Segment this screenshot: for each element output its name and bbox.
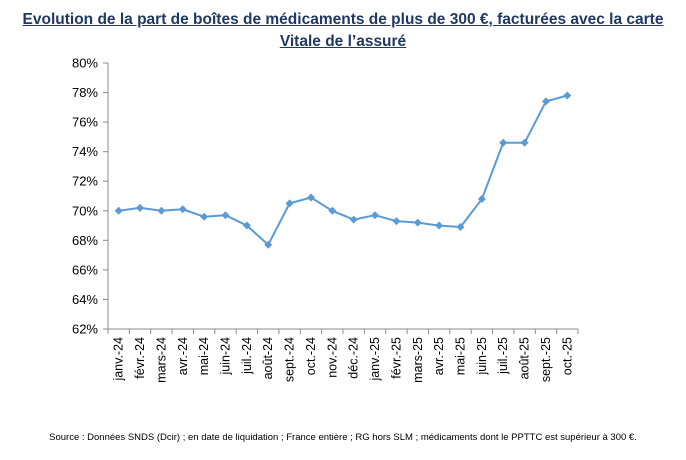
chart-title: Evolution de la part de boîtes de médica… — [0, 9, 686, 53]
data-point-marker — [371, 211, 380, 220]
y-tick-label: 80% — [72, 56, 98, 71]
data-point-marker — [563, 91, 572, 100]
x-tick-label: janv.-25 — [368, 337, 382, 382]
y-tick-label: 62% — [72, 322, 98, 337]
x-tick-label: juin-24 — [219, 337, 233, 376]
line-chart: 62% 64% 66% 68% 70% 72% 74% 76% 78% 80% janv.-24 f… — [72, 56, 579, 383]
x-tick-label: déc.-24 — [347, 337, 361, 379]
x-tick-label: oct.-24 — [304, 337, 318, 375]
data-point-marker — [157, 206, 166, 215]
data-point-marker — [349, 215, 358, 224]
y-ticks: 62% 64% 66% 68% 70% 72% 74% 76% 78% 80% — [72, 56, 108, 337]
x-tick-label: sept.-25 — [539, 337, 553, 382]
x-tick-label: août-25 — [518, 337, 532, 379]
data-point-marker — [264, 240, 273, 249]
x-tick-label: juin-25 — [475, 337, 489, 376]
x-tick-label: avr.-25 — [432, 337, 446, 375]
data-point-marker — [456, 223, 465, 232]
y-tick-label: 70% — [72, 203, 98, 218]
x-tick-label: nov.-24 — [325, 337, 339, 378]
source-note: Source : Données SNDS (Dcir) ; en date d… — [49, 432, 637, 443]
x-ticks: janv.-24 févr.-24 mars-24 avr.-24 mai-24 juin… — [107, 329, 579, 383]
x-tick-label: janv.-24 — [112, 337, 126, 382]
y-tick-label: 72% — [72, 174, 98, 189]
data-point-marker — [541, 97, 550, 106]
x-tick-label: juil.-24 — [240, 337, 254, 375]
data-point-marker — [136, 203, 145, 212]
data-point-marker — [221, 211, 230, 220]
data-points — [114, 91, 572, 249]
data-point-marker — [306, 193, 315, 202]
x-tick-label: avr.-24 — [176, 337, 190, 375]
y-tick-label: 76% — [72, 115, 98, 130]
data-point-marker — [413, 218, 422, 227]
x-tick-label: sept.-24 — [283, 337, 297, 382]
data-point-marker — [392, 217, 401, 226]
x-tick-label: mai-24 — [197, 337, 211, 375]
data-point-marker — [200, 212, 209, 221]
y-tick-label: 66% — [72, 262, 98, 277]
chart-title-line-2: Vitale de l’assuré — [279, 33, 407, 50]
x-tick-label: févr.-25 — [389, 337, 403, 379]
x-tick-label: août-24 — [261, 337, 275, 379]
x-tick-label: mai-25 — [454, 337, 468, 375]
x-tick-label: mars-25 — [411, 337, 425, 383]
data-point-marker — [435, 221, 444, 230]
x-tick-label: juil.-25 — [496, 337, 510, 375]
y-tick-label: 64% — [72, 292, 98, 307]
data-point-marker — [499, 138, 508, 147]
x-tick-label: févr.-24 — [133, 337, 147, 379]
data-point-marker — [285, 199, 294, 208]
data-point-marker — [178, 205, 187, 214]
y-tick-label: 74% — [72, 144, 98, 159]
series-line — [118, 94, 568, 247]
y-tick-label: 68% — [72, 233, 98, 248]
data-point-marker — [114, 206, 123, 215]
x-tick-label: mars-24 — [154, 337, 168, 383]
data-point-marker — [477, 194, 486, 203]
chart-title-line-1: Evolution de la part de boîtes de médica… — [22, 11, 664, 28]
data-point-marker — [242, 221, 251, 230]
y-tick-label: 78% — [72, 85, 98, 100]
x-tick-label: oct.-25 — [560, 337, 574, 375]
data-point-marker — [520, 138, 529, 147]
data-point-marker — [328, 206, 337, 215]
